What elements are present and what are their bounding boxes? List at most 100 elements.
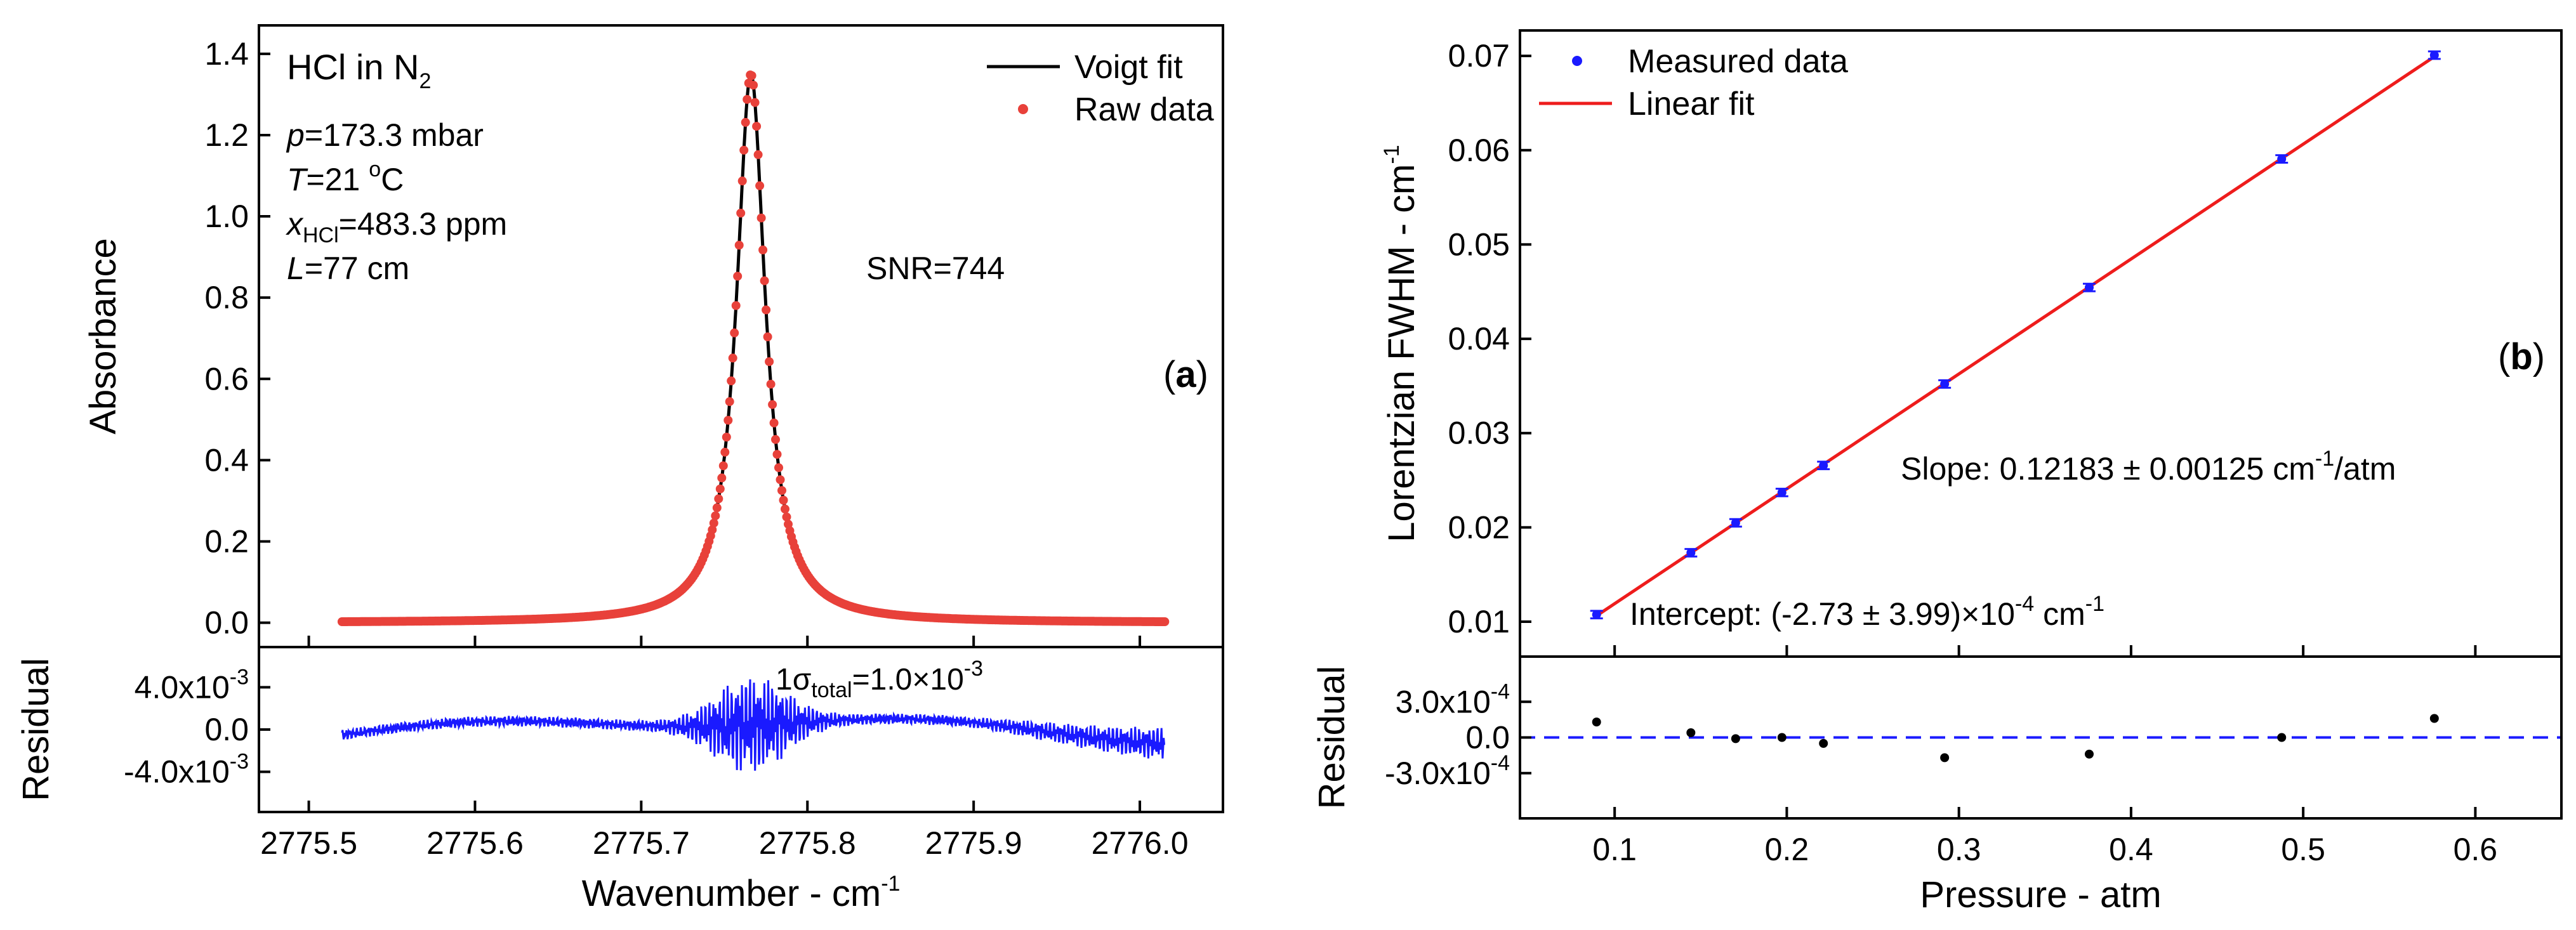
legend-label-voigt: Voigt fit xyxy=(1074,49,1183,86)
x-tick-label: 2775.5 xyxy=(260,825,357,861)
raw-data-markers xyxy=(337,70,1170,626)
raw-data-point xyxy=(752,122,762,131)
measured-data-points xyxy=(1590,50,2441,620)
measured-point xyxy=(1731,518,1740,528)
legend-b: Measured data Linear fit xyxy=(1539,43,1848,122)
raw-data-point xyxy=(743,95,752,104)
raw-data-point xyxy=(753,150,763,159)
legend-marker-measured xyxy=(1572,56,1582,66)
y-tick-label: 0.04 xyxy=(1448,321,1510,357)
x-tick-label: 0.1 xyxy=(1592,832,1637,867)
panel-a: 0.00.20.40.60.81.01.21.44.0x10-30.0-4.0x… xyxy=(15,24,1224,914)
voigt-fit-line xyxy=(341,72,1165,624)
legend-label-fit: Linear fit xyxy=(1628,86,1755,122)
raw-data-point xyxy=(1160,617,1170,626)
measured-point xyxy=(1686,548,1696,558)
raw-data-point xyxy=(720,447,730,457)
x-tick-label: 2775.9 xyxy=(925,825,1022,861)
y-tick-label: 0.06 xyxy=(1448,133,1510,168)
measured-point xyxy=(1592,610,1601,619)
x-tick-label: 2775.6 xyxy=(426,825,524,861)
residual-point xyxy=(2277,733,2287,742)
residual-point xyxy=(1777,733,1787,742)
residual-point xyxy=(1819,738,1828,748)
residual-points xyxy=(1592,714,2439,763)
raw-data-point xyxy=(781,504,789,514)
raw-data-point xyxy=(756,213,766,223)
x-tick-label: 0.5 xyxy=(2281,832,2325,867)
residual-axis-label: Residual xyxy=(15,658,56,801)
y-tick-label: 1.4 xyxy=(204,36,249,72)
legend-label-raw: Raw data xyxy=(1074,91,1214,128)
measured-point xyxy=(1940,379,1950,389)
raw-data-point xyxy=(755,181,765,190)
residual-point xyxy=(1940,753,1950,763)
raw-data-point xyxy=(708,525,717,535)
raw-data-point xyxy=(774,463,783,473)
raw-data-point xyxy=(777,486,786,495)
measured-point xyxy=(1777,488,1787,497)
raw-data-point xyxy=(739,145,749,155)
y-tick-label: 0.05 xyxy=(1448,226,1510,262)
y-tick-label: 0.2 xyxy=(204,523,249,559)
residual-point xyxy=(1731,734,1740,743)
raw-data-point xyxy=(782,512,791,521)
residual-axis-label: Residual xyxy=(1311,666,1352,809)
raw-data-point xyxy=(709,518,718,528)
raw-data-point xyxy=(762,305,771,315)
y-axis-label: Absorbance xyxy=(83,238,124,435)
y-tick-label: 0.03 xyxy=(1448,416,1510,451)
y-tick-label: 0.02 xyxy=(1448,509,1510,545)
y-tick-label: 1.2 xyxy=(204,117,249,153)
residual-y-tick-label: 3.0x10-4 xyxy=(1396,679,1510,719)
x-tick-label: 2775.8 xyxy=(759,825,856,861)
y-axis-label: Lorentzian FWHM - cm-1 xyxy=(1380,145,1422,542)
raw-data-point xyxy=(722,433,731,442)
raw-data-point xyxy=(717,473,727,483)
raw-data-point xyxy=(749,81,758,90)
raw-data-point xyxy=(733,272,743,281)
condition-text: T=21 oC xyxy=(287,157,404,197)
residual-point xyxy=(1686,728,1696,737)
residual-y-tick-label: 0.0 xyxy=(1465,720,1510,756)
measured-point xyxy=(2277,154,2287,164)
raw-data-point xyxy=(760,276,769,285)
snr-annotation: SNR=744 xyxy=(866,251,1005,286)
condition-text: L=77 cm xyxy=(287,251,409,286)
raw-data-point xyxy=(779,495,788,505)
raw-data-point xyxy=(772,450,782,459)
residual-point xyxy=(1592,717,1601,727)
raw-data-point xyxy=(747,71,756,81)
x-tick-label: 0.2 xyxy=(1765,832,1809,867)
raw-data-point xyxy=(734,240,744,250)
raw-data-point xyxy=(736,208,746,218)
linear-fit-line xyxy=(1595,55,2436,617)
raw-data-point xyxy=(712,503,722,513)
raw-data-point xyxy=(758,246,768,254)
raw-data-point xyxy=(718,461,728,471)
raw-data-point xyxy=(727,376,736,386)
x-tick-label: 2775.7 xyxy=(593,825,690,861)
raw-data-point xyxy=(731,301,741,310)
residual-point xyxy=(2429,714,2439,723)
slope-annotation: Slope: 0.12183 ± 0.00125 cm-1/atm xyxy=(1901,447,2396,487)
measured-point xyxy=(2084,283,2094,292)
x-tick-label: 0.4 xyxy=(2109,832,2153,867)
raw-data-point xyxy=(771,435,780,444)
legend-a: Voigt fit Raw data xyxy=(987,49,1214,128)
residual-point xyxy=(2084,749,2094,759)
residual-y-tick-label: -3.0x10-4 xyxy=(1385,751,1510,791)
residual-y-tick-label: 0.0 xyxy=(204,712,249,747)
x-tick-label: 0.3 xyxy=(1937,832,1981,867)
raw-data-point xyxy=(715,484,725,494)
raw-data-point xyxy=(730,328,739,337)
panel-label-a: (a) xyxy=(1163,354,1208,395)
y-tick-label: 0.6 xyxy=(204,361,249,396)
y-tick-label: 0.0 xyxy=(204,605,249,641)
raw-data-point xyxy=(765,357,774,367)
panel-b: 0.01 0.02 0.03 0.04 0.05 0.06 0.07 3.0x10-40.0-… xyxy=(1311,29,2563,915)
condition-text: p=173.3 mbar xyxy=(286,117,484,153)
raw-data-point xyxy=(769,418,779,428)
measured-point xyxy=(2429,50,2439,60)
intercept-annotation: Intercept: (-2.73 ± 3.99)×10-4 cm-1 xyxy=(1630,592,2104,632)
